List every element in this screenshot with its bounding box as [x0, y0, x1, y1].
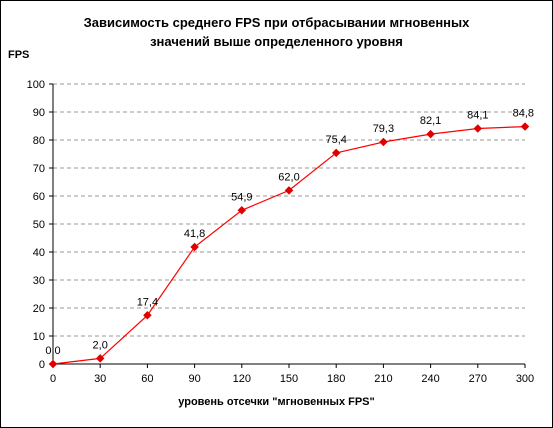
data-label-60: 17,4 [137, 296, 158, 308]
x-tick-label-0: 0 [50, 373, 56, 385]
data-point-0 [48, 359, 58, 369]
x-tick-label-120: 120 [233, 373, 251, 385]
x-tick-label-210: 210 [374, 373, 392, 385]
chart-title-line-1: Зависимость среднего FPS при отбрасывани… [83, 15, 470, 30]
data-label-300: 84,8 [513, 108, 534, 120]
x-tick-label-270: 270 [469, 373, 487, 385]
chart-title: Зависимость среднего FPS при отбрасывани… [0, 13, 553, 51]
data-point-240 [426, 129, 435, 139]
data-point-300 [520, 122, 530, 131]
data-point-150 [284, 186, 294, 195]
y-tick-label-60: 60 [33, 191, 45, 203]
x-tick-label-150: 150 [280, 373, 298, 385]
data-label-270: 84,1 [467, 110, 488, 122]
x-tick-label-90: 90 [188, 373, 200, 385]
y-tick-label-20: 20 [33, 303, 45, 315]
x-tick-label-30: 30 [94, 373, 106, 385]
data-label-150: 62,0 [278, 171, 299, 183]
y-tick-label-40: 40 [33, 247, 45, 259]
data-label-30: 2,0 [93, 339, 108, 351]
y-tick-label-80: 80 [33, 135, 45, 147]
x-tick-label-300: 300 [516, 373, 534, 385]
data-point-60 [143, 311, 152, 320]
x-tick-label-180: 180 [327, 373, 345, 385]
x-tick-label-240: 240 [421, 373, 439, 385]
data-point-30 [95, 354, 105, 363]
data-label-180: 75,4 [325, 134, 346, 146]
y-tick-label-50: 50 [33, 219, 45, 231]
x-tick-label-60: 60 [141, 373, 153, 385]
series-line [52, 126, 526, 365]
y-tick-label-90: 90 [33, 107, 45, 119]
data-label-90: 41,8 [184, 228, 205, 240]
y-axis-label: FPS [8, 49, 30, 61]
data-point-90 [190, 242, 199, 252]
data-point-180 [331, 148, 341, 158]
data-point-120 [237, 206, 247, 215]
y-tick-label-70: 70 [33, 163, 45, 175]
data-label-0: 0,0 [45, 345, 60, 357]
chart-title-line-2: значений выше определенного уровня [150, 34, 403, 49]
y-tick-label-10: 10 [33, 331, 45, 343]
data-label-210: 79,3 [373, 123, 394, 135]
y-tick-label-30: 30 [33, 275, 45, 287]
x-axis-label: уровень отсечки "мгновенных FPS" [178, 396, 375, 408]
data-label-120: 54,9 [231, 191, 252, 203]
data-point-270 [473, 124, 483, 133]
data-point-210 [379, 137, 388, 147]
y-tick-label-0: 0 [39, 359, 45, 371]
data-label-240: 82,1 [420, 115, 441, 127]
y-tick-label-100: 100 [27, 79, 45, 91]
